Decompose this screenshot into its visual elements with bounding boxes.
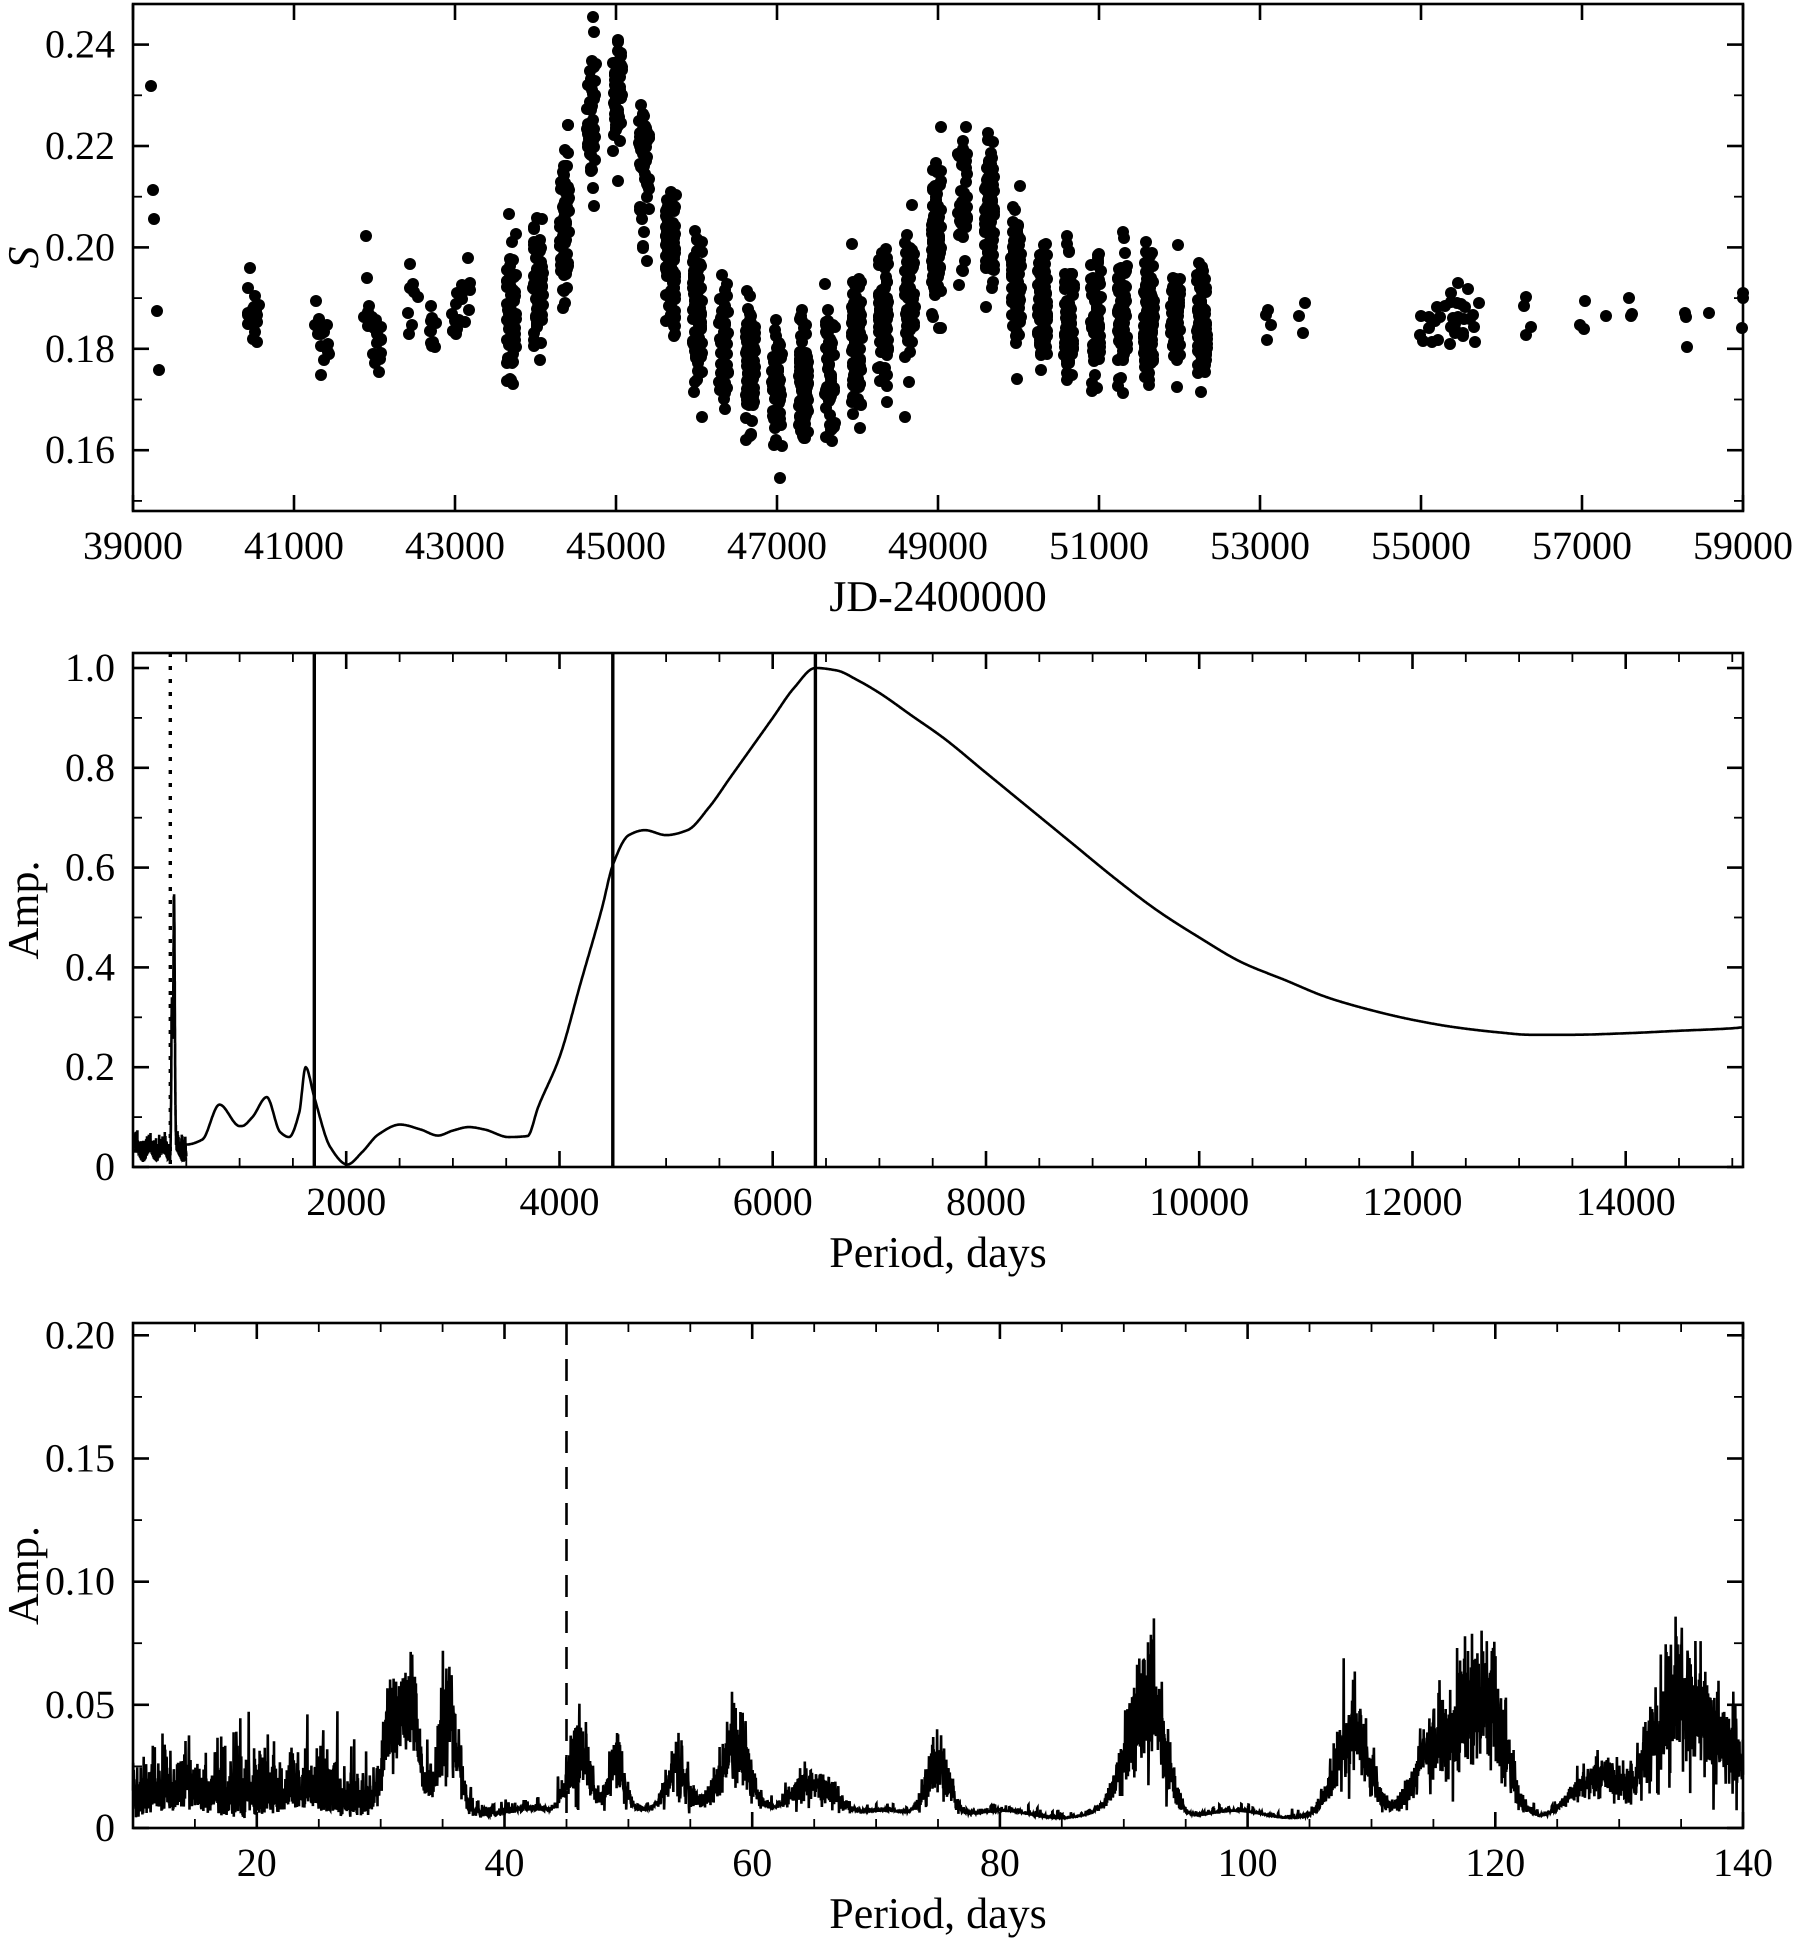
svg-text:Period, days: Period, days [829,1228,1047,1277]
svg-text:55000: 55000 [1371,523,1471,568]
svg-text:4000: 4000 [520,1179,600,1224]
svg-text:Amp.: Amp. [0,861,48,960]
svg-text:53000: 53000 [1210,523,1310,568]
svg-text:43000: 43000 [405,523,505,568]
svg-text:0.16: 0.16 [45,427,115,472]
svg-text:10000: 10000 [1149,1179,1249,1224]
svg-text:0.6: 0.6 [65,845,115,890]
svg-text:S: S [0,247,48,269]
svg-text:45000: 45000 [566,523,666,568]
svg-text:12000: 12000 [1363,1179,1463,1224]
svg-text:49000: 49000 [888,523,988,568]
svg-text:20: 20 [237,1840,277,1885]
svg-text:0.15: 0.15 [45,1436,115,1481]
svg-text:Period, days: Period, days [829,1889,1047,1938]
svg-text:0.24: 0.24 [45,22,115,67]
svg-text:8000: 8000 [946,1179,1026,1224]
svg-text:0.18: 0.18 [45,326,115,371]
svg-text:57000: 57000 [1532,523,1632,568]
svg-text:41000: 41000 [244,523,344,568]
svg-text:120: 120 [1465,1840,1525,1885]
svg-text:59000: 59000 [1693,523,1793,568]
svg-text:0.20: 0.20 [45,224,115,269]
svg-text:100: 100 [1218,1840,1278,1885]
svg-text:140: 140 [1713,1840,1773,1885]
svg-text:60: 60 [732,1840,772,1885]
svg-text:40: 40 [485,1840,525,1885]
svg-text:0.2: 0.2 [65,1044,115,1089]
svg-text:Amp.: Amp. [0,1526,48,1625]
svg-text:47000: 47000 [727,523,827,568]
svg-text:0.10: 0.10 [45,1559,115,1604]
svg-text:39000: 39000 [83,523,183,568]
svg-text:6000: 6000 [733,1179,813,1224]
svg-text:0.20: 0.20 [45,1312,115,1357]
svg-text:0.05: 0.05 [45,1682,115,1727]
svg-text:0: 0 [95,1805,115,1850]
svg-text:0.8: 0.8 [65,745,115,790]
svg-text:1.0: 1.0 [65,645,115,690]
svg-text:0: 0 [95,1144,115,1189]
svg-text:2000: 2000 [306,1179,386,1224]
svg-text:80: 80 [980,1840,1020,1885]
svg-text:JD-2400000: JD-2400000 [829,572,1047,621]
svg-text:51000: 51000 [1049,523,1149,568]
svg-text:0.4: 0.4 [65,944,115,989]
svg-text:0.22: 0.22 [45,123,115,168]
svg-text:14000: 14000 [1576,1179,1676,1224]
